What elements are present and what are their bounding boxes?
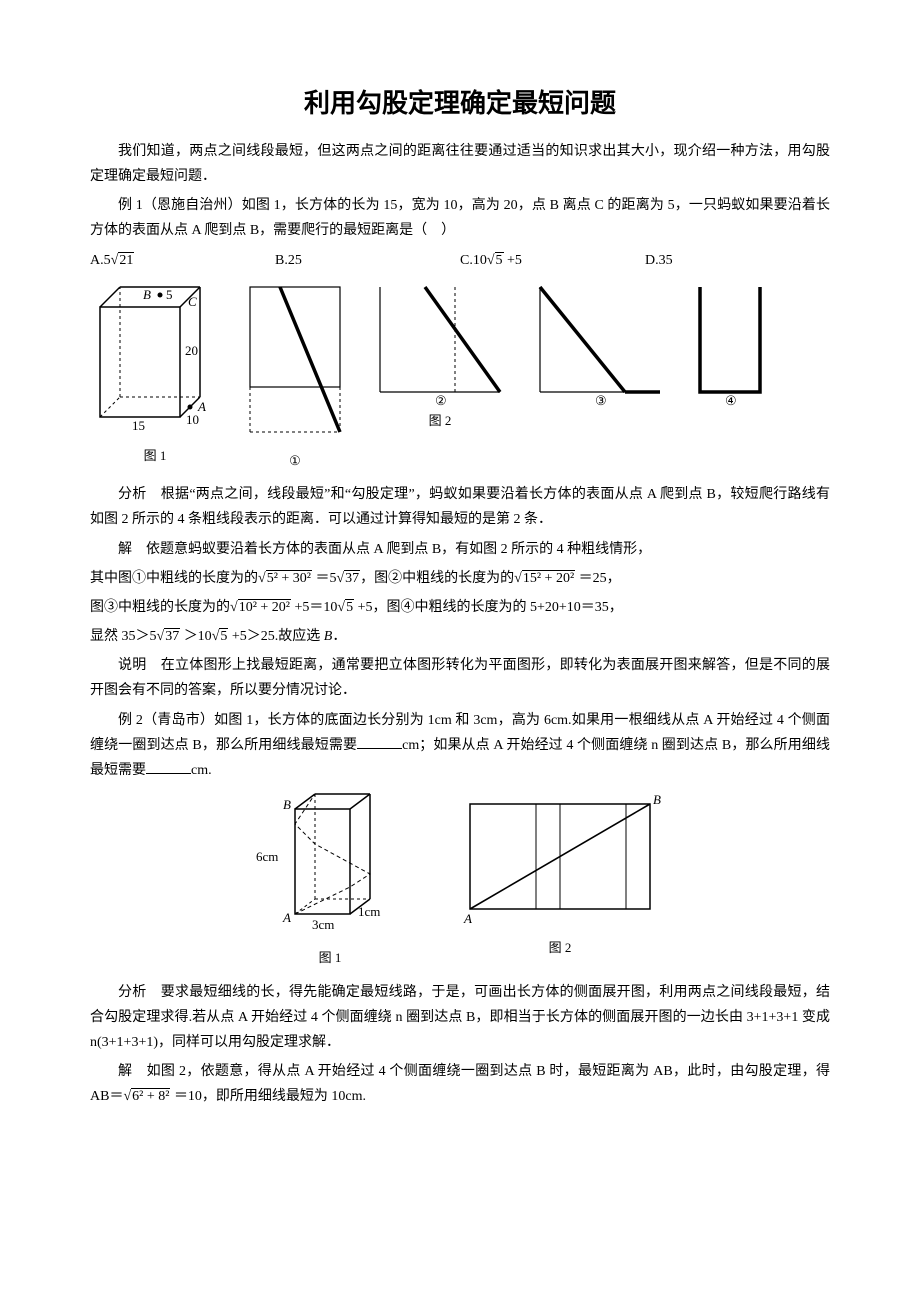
ex1-note: 说明 在立体图形上找最短距离，通常要把立体图形转化为平面图形，即转化为表面展开图…	[90, 653, 830, 703]
ex2-figures: B A 6cm 3cm 1cm 图 1 A B 图 2	[90, 789, 830, 969]
svg-text:③: ③	[595, 393, 607, 407]
svg-text:5: 5	[166, 287, 173, 302]
ex1-analysis: 分析 根据“两点之间，线段最短”和“勾股定理”，蚂蚁如果要沿着长方体的表面从点 …	[90, 482, 830, 532]
ex1-unfold1: ①	[240, 277, 350, 472]
svg-text:B: B	[283, 797, 291, 812]
ex2-fig1: B A 6cm 3cm 1cm 图 1	[250, 789, 410, 969]
svg-text:20: 20	[185, 343, 198, 358]
blank-1	[357, 734, 402, 749]
svg-text:B: B	[653, 792, 661, 807]
ex1-sol-lead: 解 依题意蚂蚁要沿着长方体的表面从点 A 爬到点 B，有如图 2 所示的 4 种…	[90, 537, 830, 562]
ex2-analysis: 分析 要求最短细线的长，得先能确定最短线路，于是，可画出长方体的侧面展开图，利用…	[90, 980, 830, 1056]
ex1-sol-line2: 图③中粗线的长度为的10² + 20² +5＝105 +5，图④中粗线的长度为的…	[90, 595, 830, 620]
svg-text:B: B	[143, 287, 151, 302]
svg-text:6cm: 6cm	[256, 849, 278, 864]
ex1-fig1-caption: 图 1	[90, 444, 220, 467]
svg-text:A: A	[463, 911, 472, 926]
svg-text:④: ④	[725, 393, 737, 407]
ex1-unfold3: ③	[530, 277, 670, 407]
ex1-sol-line3: 显然 35＞537 ＞105 +5＞25.故应选 B．	[90, 624, 830, 649]
choice-a: A.521	[90, 248, 275, 273]
choice-d: D.35	[645, 248, 830, 273]
choice-b: B.25	[275, 248, 460, 273]
ex2-stem: 例 2（青岛市）如图 1，长方体的底面边长分别为 1cm 和 3cm，高为 6c…	[90, 708, 830, 784]
ex2-fig2: A B 图 2	[450, 789, 670, 969]
choice-c: C.105 +5	[460, 248, 645, 273]
ex1-figures: B 5 C A 20 15 10 图 1 ① ② 图 2	[90, 277, 830, 472]
ex1-fig2-caption: 图 2	[370, 409, 510, 432]
ex2-sol: 解 如图 2，依题意，得从点 A 开始经过 4 个侧面缠绕一圈到达点 B 时，最…	[90, 1059, 830, 1109]
ex1-unfold2: ② 图 2	[370, 277, 510, 432]
svg-text:②: ②	[435, 393, 447, 407]
ex1-sol-line1: 其中图①中粗线的长度为的5² + 30² ＝537，图②中粗线的长度为的15² …	[90, 566, 830, 591]
ex1-unfold1-num: ①	[240, 449, 350, 472]
svg-text:3cm: 3cm	[312, 917, 334, 932]
svg-text:15: 15	[132, 418, 145, 433]
intro-text: 我们知道，两点之间线段最短，但这两点之间的距离往往要通过适当的知识求出其大小，现…	[90, 139, 830, 189]
ex1-choices: A.521 B.25 C.105 +5 D.35	[90, 248, 830, 273]
ex1-unfold4: ④	[690, 277, 770, 407]
svg-text:A: A	[282, 910, 291, 925]
page-title: 利用勾股定理确定最短问题	[90, 80, 830, 127]
ex1-stem: 例 1（恩施自治州）如图 1，长方体的长为 15，宽为 10，高为 20，点 B…	[90, 193, 830, 243]
svg-text:10: 10	[186, 412, 199, 427]
blank-2	[146, 759, 191, 774]
ex1-fig1: B 5 C A 20 15 10 图 1	[90, 277, 220, 467]
svg-text:1cm: 1cm	[358, 904, 380, 919]
ex2-fig1-caption: 图 1	[250, 946, 410, 969]
ex2-fig2-caption: 图 2	[450, 936, 670, 959]
svg-text:C: C	[188, 294, 197, 309]
